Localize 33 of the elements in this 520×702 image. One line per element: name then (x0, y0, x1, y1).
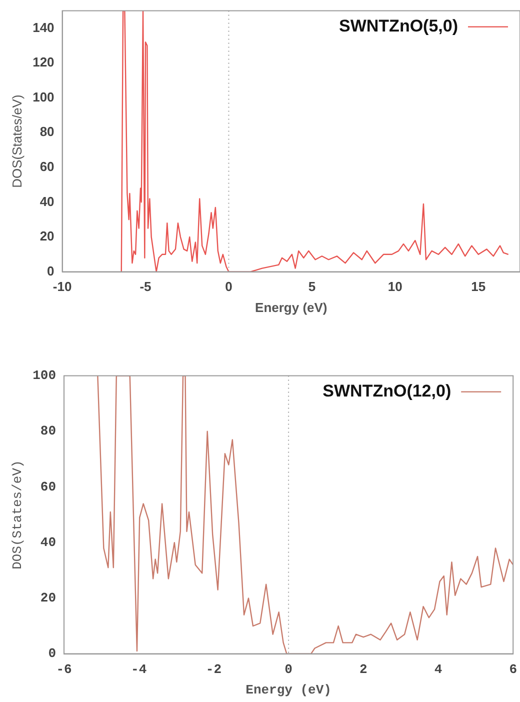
y-tick-label: 80 (40, 124, 54, 140)
x-tick-label: -6 (56, 662, 72, 677)
x-axis-title: Energy (eV) (246, 682, 332, 698)
y-tick-label: 40 (40, 534, 56, 550)
y-tick-label: 40 (40, 194, 54, 209)
x-tick-label: 4 (434, 662, 442, 677)
y-tick-label: 0 (47, 263, 54, 278)
y-axis-title: DOS(States/eV) (10, 460, 26, 570)
y-tick-label: 100 (32, 89, 54, 104)
y-tick-label: 120 (32, 54, 54, 70)
x-tick-label: 6 (509, 662, 518, 677)
y-tick-label: 60 (40, 479, 56, 494)
x-tick-label: 5 (308, 279, 316, 294)
x-tick-label: 0 (225, 279, 232, 294)
y-tick-label: 140 (32, 20, 54, 35)
legend-label: SWNTZnO(5,0) (339, 16, 458, 36)
x-tick-label: 10 (388, 279, 402, 294)
y-tick-label: 80 (40, 424, 56, 439)
y-tick-label: 100 (32, 368, 56, 384)
y-axis-title: DOS(States/eV) (9, 94, 24, 188)
x-tick-label: -10 (52, 279, 72, 294)
y-tick-label: 60 (40, 158, 54, 174)
x-tick-label: -4 (131, 662, 147, 677)
x-tick-label: 15 (471, 279, 486, 294)
y-tick-label: 20 (40, 590, 56, 606)
x-tick-label: 0 (284, 662, 293, 677)
y-tick-label: 20 (40, 228, 54, 244)
y-tick-label: 0 (48, 646, 56, 662)
x-axis-title: Energy (eV) (255, 300, 328, 315)
x-tick-label: -2 (206, 662, 222, 677)
x-tick-label: -5 (140, 279, 152, 294)
x-tick-label: 2 (359, 662, 368, 677)
legend-label: SWNTZnO(12,0) (322, 381, 452, 400)
